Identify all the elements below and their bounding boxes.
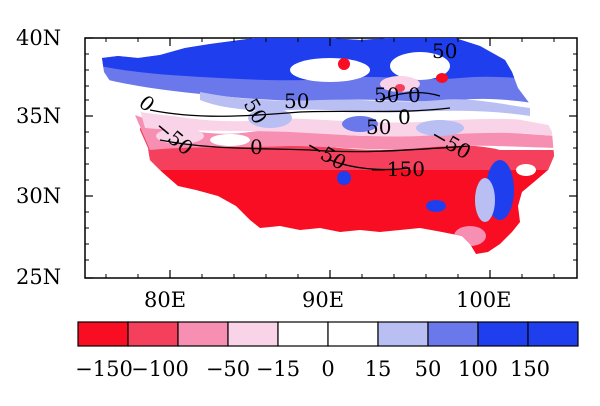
colorbar-swatch	[477, 321, 529, 347]
lat-tick-label: 30N	[16, 184, 61, 208]
contour-label: 50	[284, 89, 309, 113]
lat-tick-label: 35N	[16, 104, 61, 128]
axis-minor-ticks	[85, 38, 577, 278]
colorbar-swatch	[427, 321, 479, 347]
colorbar-swatch	[77, 321, 129, 347]
colorbar-tick-label: 150	[510, 357, 550, 381]
colorbar-tick-label: −100	[131, 357, 189, 381]
colorbar-tick-label: 15	[365, 357, 392, 381]
colorbar	[77, 321, 579, 347]
colorbar-swatch	[177, 321, 229, 347]
colorbar-swatch	[527, 321, 579, 347]
colorbar-tick-label: −150	[75, 357, 133, 381]
lon-tick-label: 100E	[456, 288, 511, 312]
lon-tick-label: 80E	[144, 288, 186, 312]
contour-label: 50	[366, 115, 391, 139]
colorbar-tick-label: 100	[458, 357, 498, 381]
axis-ticks	[85, 37, 577, 279]
contour-label: 0	[398, 105, 411, 129]
colorbar-swatch	[227, 321, 279, 347]
colorbar-tick-label: −15	[256, 357, 300, 381]
contour-label: 50	[374, 83, 399, 107]
colorbar-tick-label: −50	[206, 357, 250, 381]
lat-tick-label: 25N	[16, 265, 61, 289]
contour-label: −150	[370, 157, 425, 181]
contour-label: 50	[432, 39, 457, 63]
colorbar-tick-label: 50	[415, 357, 442, 381]
colorbar-swatch	[327, 321, 379, 347]
contour-label: 0	[250, 135, 263, 159]
colorbar-swatch	[127, 321, 179, 347]
colorbar-swatch	[377, 321, 429, 347]
lon-tick-label: 90E	[302, 288, 344, 312]
contour-label: 0	[408, 83, 421, 107]
colorbar-tick-label: 0	[321, 357, 334, 381]
contour-lines	[149, 91, 471, 171]
colorbar-swatch	[277, 321, 329, 347]
colorbar-labels: −150 −100 −50 −15 0 15 50 100 150	[75, 357, 550, 381]
lat-tick-label: 40N	[16, 26, 61, 50]
